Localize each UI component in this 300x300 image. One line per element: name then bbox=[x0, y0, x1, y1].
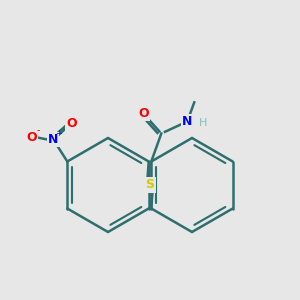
Text: S: S bbox=[146, 178, 154, 191]
Text: N: N bbox=[182, 115, 193, 128]
Text: O: O bbox=[26, 131, 37, 144]
Text: O: O bbox=[138, 107, 148, 120]
Text: N: N bbox=[48, 133, 58, 146]
Text: +: + bbox=[55, 129, 62, 138]
Text: O: O bbox=[66, 117, 76, 130]
Text: H: H bbox=[199, 118, 208, 128]
Text: -: - bbox=[37, 125, 40, 136]
